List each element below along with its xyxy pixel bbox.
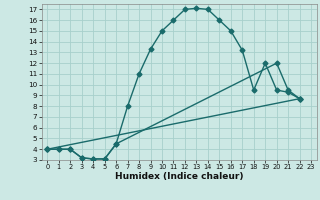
X-axis label: Humidex (Indice chaleur): Humidex (Indice chaleur) [115, 172, 244, 181]
